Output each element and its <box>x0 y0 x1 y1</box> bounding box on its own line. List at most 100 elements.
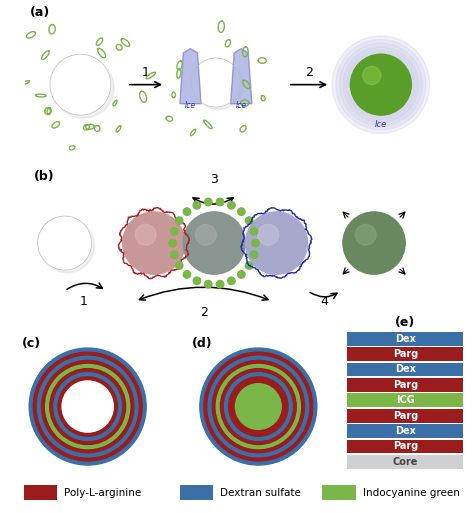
Circle shape <box>332 36 429 133</box>
Text: (e): (e) <box>395 317 415 329</box>
Text: Ice: Ice <box>185 101 196 110</box>
Circle shape <box>58 377 118 436</box>
Text: ICG: ICG <box>396 395 415 405</box>
Circle shape <box>228 277 235 285</box>
FancyBboxPatch shape <box>347 393 463 407</box>
FancyBboxPatch shape <box>180 485 213 501</box>
Circle shape <box>208 357 309 457</box>
FancyBboxPatch shape <box>347 347 463 361</box>
Circle shape <box>191 58 240 107</box>
Circle shape <box>42 361 134 452</box>
Text: Core: Core <box>392 457 418 467</box>
Text: Poly-L-arginine: Poly-L-arginine <box>64 488 141 498</box>
Circle shape <box>123 212 185 274</box>
Circle shape <box>175 262 183 269</box>
Circle shape <box>183 271 191 278</box>
Circle shape <box>246 217 253 224</box>
Text: Ice: Ice <box>236 101 247 110</box>
Circle shape <box>363 66 381 85</box>
FancyBboxPatch shape <box>347 455 463 469</box>
Circle shape <box>183 212 246 274</box>
Circle shape <box>62 66 81 85</box>
Circle shape <box>194 61 243 110</box>
Circle shape <box>204 352 313 461</box>
Circle shape <box>193 202 201 209</box>
Circle shape <box>183 208 191 215</box>
Circle shape <box>246 262 253 269</box>
Circle shape <box>195 224 216 245</box>
Text: Indocyanine green: Indocyanine green <box>363 488 459 498</box>
Text: Dex: Dex <box>395 333 416 344</box>
Text: Dex: Dex <box>395 426 416 436</box>
Circle shape <box>250 251 258 259</box>
Circle shape <box>201 68 216 83</box>
Circle shape <box>258 224 279 245</box>
Circle shape <box>50 369 126 444</box>
Text: Dextran sulfate: Dextran sulfate <box>220 488 301 498</box>
Circle shape <box>171 251 178 259</box>
Circle shape <box>216 281 224 288</box>
Circle shape <box>250 228 258 235</box>
Circle shape <box>339 43 422 126</box>
Circle shape <box>171 228 178 235</box>
Circle shape <box>356 224 376 245</box>
Text: 2: 2 <box>305 66 313 79</box>
FancyBboxPatch shape <box>347 363 463 377</box>
Circle shape <box>50 54 111 115</box>
Circle shape <box>200 348 317 465</box>
FancyBboxPatch shape <box>347 424 463 438</box>
Circle shape <box>33 352 142 461</box>
Circle shape <box>40 219 94 273</box>
Circle shape <box>252 240 259 247</box>
Text: Parg: Parg <box>392 349 418 359</box>
Text: Parg: Parg <box>392 441 418 451</box>
Circle shape <box>62 381 113 432</box>
Circle shape <box>175 217 183 224</box>
Circle shape <box>212 361 304 452</box>
Circle shape <box>37 357 138 457</box>
Text: Parg: Parg <box>392 410 418 421</box>
Circle shape <box>220 369 296 444</box>
Text: 1: 1 <box>142 66 150 79</box>
Text: 3: 3 <box>210 173 218 186</box>
Circle shape <box>343 212 405 274</box>
Text: (d): (d) <box>192 337 213 350</box>
Circle shape <box>135 224 156 245</box>
Circle shape <box>46 365 130 448</box>
Circle shape <box>237 208 245 215</box>
Circle shape <box>204 281 212 288</box>
FancyBboxPatch shape <box>322 485 356 501</box>
Circle shape <box>169 240 176 247</box>
FancyBboxPatch shape <box>347 378 463 392</box>
Circle shape <box>228 377 288 436</box>
Text: Parg: Parg <box>392 380 418 390</box>
Circle shape <box>336 40 426 130</box>
Circle shape <box>216 365 301 448</box>
Circle shape <box>216 198 224 206</box>
Text: (b): (b) <box>34 170 54 183</box>
FancyBboxPatch shape <box>347 409 463 423</box>
Text: Dex: Dex <box>395 364 416 374</box>
Circle shape <box>236 384 281 429</box>
FancyBboxPatch shape <box>24 485 57 501</box>
Circle shape <box>237 271 245 278</box>
Circle shape <box>193 277 201 285</box>
FancyBboxPatch shape <box>347 440 463 453</box>
Circle shape <box>225 373 292 440</box>
Text: Ice: Ice <box>375 120 387 129</box>
Circle shape <box>53 57 114 118</box>
Circle shape <box>37 216 91 270</box>
Text: (a): (a) <box>29 6 50 19</box>
Circle shape <box>204 198 212 206</box>
Circle shape <box>48 227 64 243</box>
Text: 2: 2 <box>200 306 208 319</box>
Text: 1: 1 <box>80 294 87 307</box>
Text: 4: 4 <box>320 294 328 307</box>
Polygon shape <box>180 49 201 104</box>
Polygon shape <box>231 49 252 104</box>
Circle shape <box>246 212 308 274</box>
Circle shape <box>29 348 146 465</box>
Circle shape <box>228 202 235 209</box>
Circle shape <box>350 54 411 115</box>
FancyBboxPatch shape <box>347 332 463 346</box>
